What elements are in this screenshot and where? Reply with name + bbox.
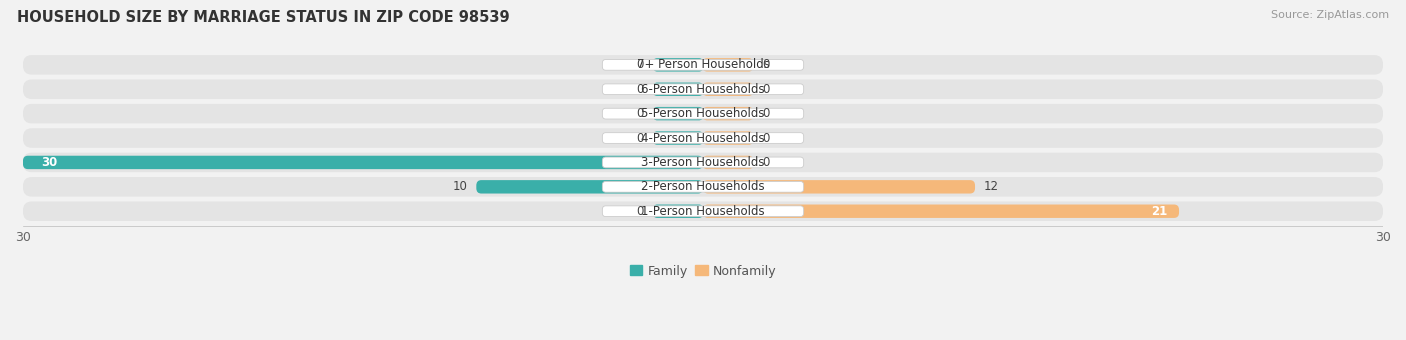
Text: 0: 0	[762, 156, 769, 169]
FancyBboxPatch shape	[654, 58, 703, 71]
FancyBboxPatch shape	[703, 156, 752, 169]
Text: 6-Person Households: 6-Person Households	[641, 83, 765, 96]
Text: 10: 10	[453, 180, 467, 193]
Text: 0: 0	[762, 107, 769, 120]
FancyBboxPatch shape	[22, 153, 1384, 172]
Text: 4-Person Households: 4-Person Households	[641, 132, 765, 144]
FancyBboxPatch shape	[654, 131, 703, 145]
FancyBboxPatch shape	[602, 206, 804, 217]
Text: 2-Person Households: 2-Person Households	[641, 180, 765, 193]
Text: 1-Person Households: 1-Person Households	[641, 205, 765, 218]
Text: Source: ZipAtlas.com: Source: ZipAtlas.com	[1271, 10, 1389, 20]
FancyBboxPatch shape	[602, 182, 804, 192]
Text: 0: 0	[637, 83, 644, 96]
Legend: Family, Nonfamily: Family, Nonfamily	[630, 265, 776, 278]
FancyBboxPatch shape	[22, 177, 1384, 197]
FancyBboxPatch shape	[654, 107, 703, 120]
FancyBboxPatch shape	[477, 180, 703, 193]
FancyBboxPatch shape	[602, 108, 804, 119]
Text: 30: 30	[41, 156, 58, 169]
Text: 0: 0	[762, 83, 769, 96]
Text: 0: 0	[637, 58, 644, 71]
Text: 0: 0	[637, 107, 644, 120]
Text: 5-Person Households: 5-Person Households	[641, 107, 765, 120]
FancyBboxPatch shape	[602, 59, 804, 70]
Text: 12: 12	[984, 180, 1000, 193]
Text: 0: 0	[637, 132, 644, 144]
FancyBboxPatch shape	[703, 180, 974, 193]
FancyBboxPatch shape	[602, 133, 804, 143]
FancyBboxPatch shape	[22, 202, 1384, 221]
FancyBboxPatch shape	[703, 107, 752, 120]
FancyBboxPatch shape	[703, 131, 752, 145]
FancyBboxPatch shape	[703, 58, 752, 71]
FancyBboxPatch shape	[602, 157, 804, 168]
FancyBboxPatch shape	[22, 128, 1384, 148]
Text: 3-Person Households: 3-Person Households	[641, 156, 765, 169]
FancyBboxPatch shape	[22, 55, 1384, 74]
FancyBboxPatch shape	[22, 80, 1384, 99]
FancyBboxPatch shape	[22, 104, 1384, 123]
Text: 0: 0	[637, 205, 644, 218]
FancyBboxPatch shape	[703, 204, 1180, 218]
Text: 0: 0	[762, 132, 769, 144]
FancyBboxPatch shape	[22, 156, 703, 169]
Text: 7+ Person Households: 7+ Person Households	[637, 58, 769, 71]
FancyBboxPatch shape	[602, 84, 804, 95]
FancyBboxPatch shape	[654, 204, 703, 218]
FancyBboxPatch shape	[654, 83, 703, 96]
FancyBboxPatch shape	[703, 83, 752, 96]
Text: 21: 21	[1152, 205, 1168, 218]
Text: HOUSEHOLD SIZE BY MARRIAGE STATUS IN ZIP CODE 98539: HOUSEHOLD SIZE BY MARRIAGE STATUS IN ZIP…	[17, 10, 509, 25]
Text: 0: 0	[762, 58, 769, 71]
